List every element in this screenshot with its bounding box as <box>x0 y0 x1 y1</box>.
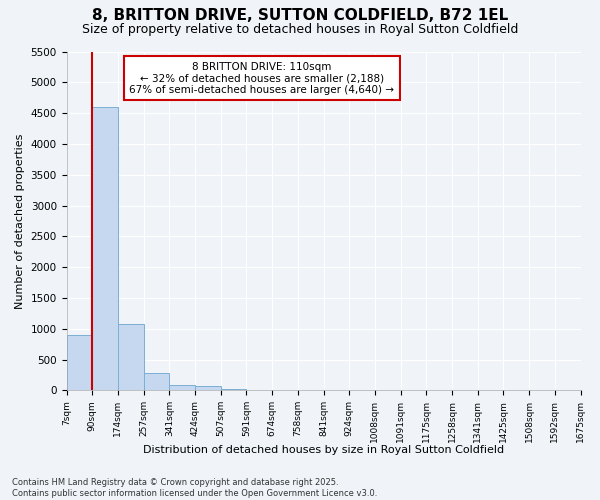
Bar <box>169 384 195 390</box>
Text: Size of property relative to detached houses in Royal Sutton Coldfield: Size of property relative to detached ho… <box>82 22 518 36</box>
Bar <box>195 386 221 390</box>
Bar <box>67 335 92 390</box>
Text: 8, BRITTON DRIVE, SUTTON COLDFIELD, B72 1EL: 8, BRITTON DRIVE, SUTTON COLDFIELD, B72 … <box>92 8 508 22</box>
Text: Contains HM Land Registry data © Crown copyright and database right 2025.
Contai: Contains HM Land Registry data © Crown c… <box>12 478 377 498</box>
Bar <box>143 372 169 390</box>
Y-axis label: Number of detached properties: Number of detached properties <box>15 133 25 308</box>
Bar <box>118 324 143 390</box>
Bar <box>221 388 247 390</box>
Bar <box>92 107 118 391</box>
Text: 8 BRITTON DRIVE: 110sqm
← 32% of detached houses are smaller (2,188)
67% of semi: 8 BRITTON DRIVE: 110sqm ← 32% of detache… <box>130 62 394 95</box>
X-axis label: Distribution of detached houses by size in Royal Sutton Coldfield: Distribution of detached houses by size … <box>143 445 504 455</box>
